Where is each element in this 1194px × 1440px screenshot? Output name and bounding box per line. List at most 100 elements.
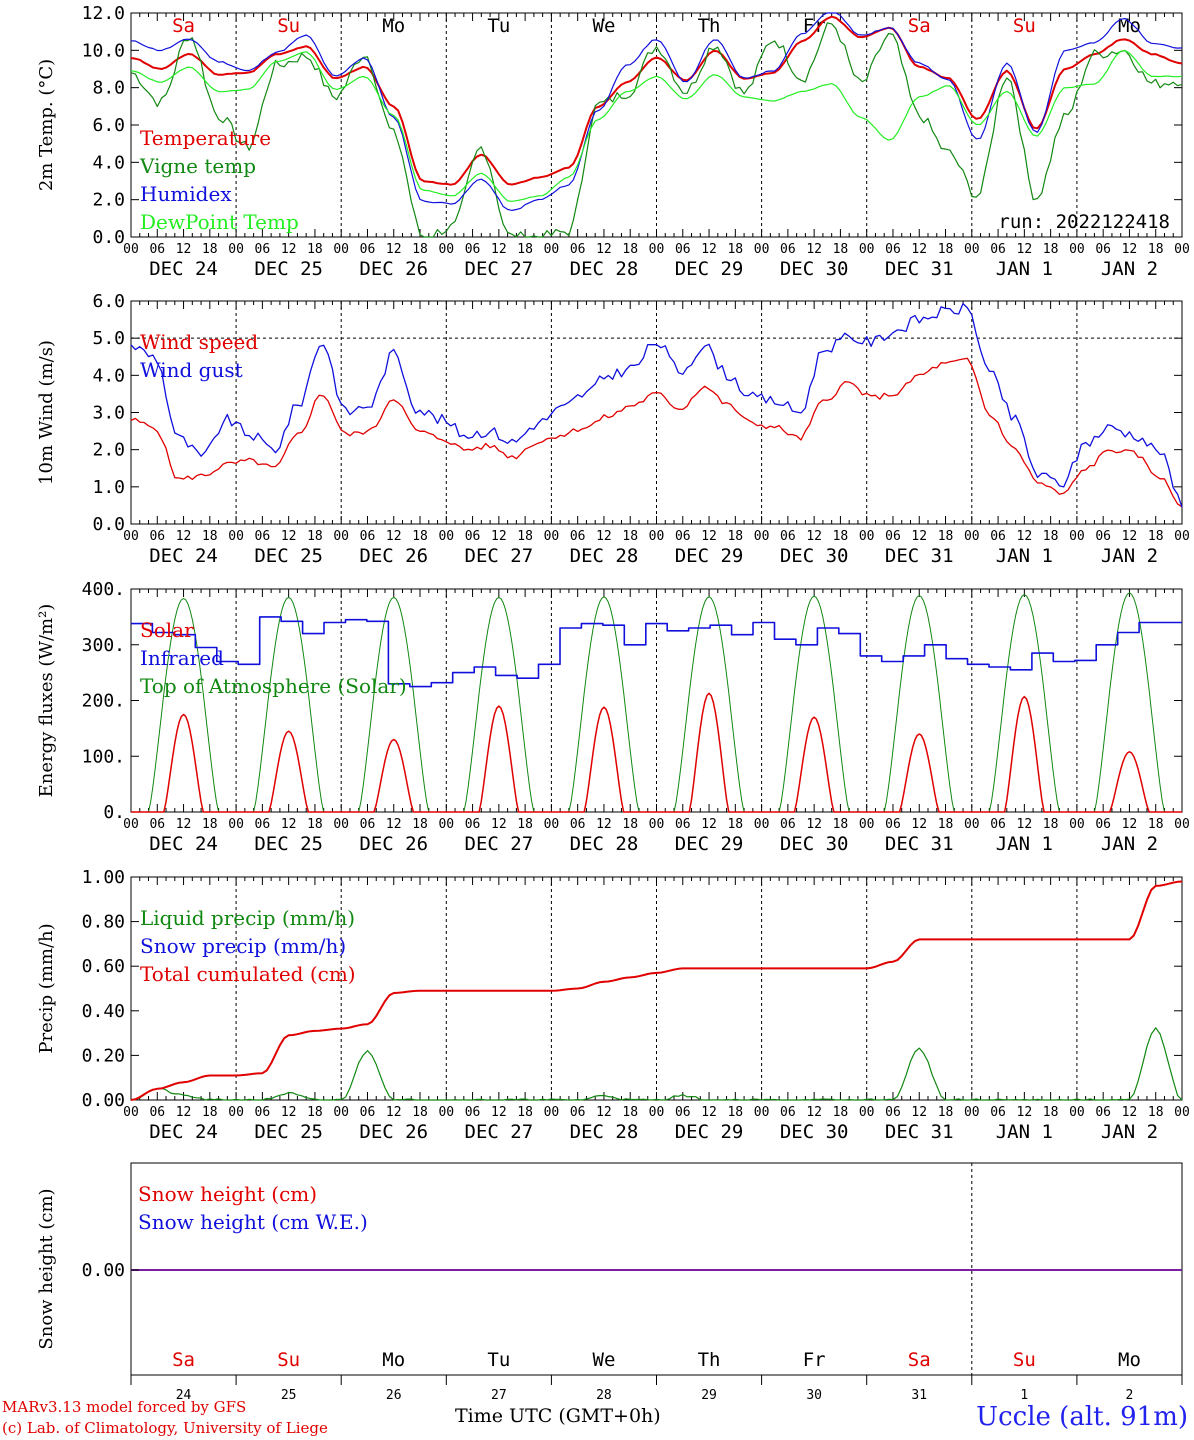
weekday-label: Th [698, 1349, 721, 1371]
weekday-label: Su [1013, 1349, 1036, 1371]
date-label: DEC 24 [149, 1121, 218, 1143]
y-axis-label: Energy fluxes (W/m²) [36, 604, 57, 798]
run-annotation: run: 2022122418 [998, 211, 1170, 233]
y-tick-label: 12.0 [82, 3, 125, 24]
hour-tick-label: 18 [622, 1105, 638, 1120]
hour-tick-label: 12 [1017, 1105, 1033, 1120]
weekday-label: Sa [172, 15, 195, 37]
time-axis-label: Time UTC (GMT+0h) [455, 1405, 661, 1427]
hour-tick-label: 12 [176, 529, 192, 544]
y-tick-label: 5.0 [92, 328, 125, 349]
y-tick-label: 4.0 [92, 152, 125, 173]
hour-tick-label: 06 [780, 242, 796, 257]
y-tick-label: 8.0 [92, 78, 125, 99]
hour-tick-label: 00 [1174, 529, 1190, 544]
hour-tick-label: 00 [544, 1105, 560, 1120]
hour-tick-label: 00 [1069, 529, 1085, 544]
date-label: DEC 30 [780, 545, 849, 567]
hour-tick-label: 06 [675, 817, 691, 832]
date-label: JAN 2 [1101, 258, 1158, 280]
hour-tick-label: 06 [465, 242, 481, 257]
weekday-label: Mo [382, 1349, 405, 1371]
date-label: DEC 24 [149, 545, 218, 567]
hour-tick-label: 00 [123, 242, 139, 257]
hour-tick-label: 00 [649, 1105, 665, 1120]
hour-tick-label: 00 [859, 817, 875, 832]
hour-tick-label: 12 [1017, 529, 1033, 544]
hour-tick-label: 12 [1122, 817, 1138, 832]
hour-tick-label: 00 [544, 242, 560, 257]
day-number-label: 28 [596, 1388, 612, 1403]
y-tick-label: 200. [82, 691, 125, 712]
lab-credit: (c) Lab. of Climatology, University of L… [2, 1419, 328, 1437]
day-number-label: 2 [1126, 1388, 1134, 1403]
hour-tick-label: 00 [438, 529, 454, 544]
y-tick-label: 0.60 [82, 956, 125, 977]
hour-tick-label: 06 [360, 1105, 376, 1120]
hour-tick-label: 18 [307, 529, 323, 544]
date-label: DEC 29 [675, 258, 744, 280]
date-label: DEC 25 [254, 1121, 323, 1143]
date-label: DEC 25 [254, 545, 323, 567]
wind-series-line [130, 357, 1183, 508]
date-label: DEC 29 [675, 545, 744, 567]
hour-tick-label: 18 [412, 1105, 428, 1120]
hour-tick-label: 00 [333, 1105, 349, 1120]
hour-tick-label: 18 [938, 242, 954, 257]
hour-tick-label: 06 [675, 242, 691, 257]
hour-tick-label: 18 [202, 1105, 218, 1120]
hour-tick-label: 12 [1122, 1105, 1138, 1120]
hour-tick-label: 12 [491, 242, 507, 257]
hour-tick-label: 06 [255, 817, 271, 832]
hour-tick-label: 18 [202, 242, 218, 257]
legend-entry: Solar [140, 618, 194, 642]
hour-tick-label: 06 [1095, 242, 1111, 257]
hour-tick-label: 12 [911, 242, 927, 257]
hour-tick-label: 00 [228, 1105, 244, 1120]
hour-tick-label: 00 [1174, 817, 1190, 832]
hour-tick-label: 18 [1148, 817, 1164, 832]
infrared-line [131, 616, 1182, 688]
date-label: DEC 27 [465, 258, 534, 280]
hour-tick-label: 06 [1095, 1105, 1111, 1120]
hour-tick-label: 18 [412, 242, 428, 257]
solar-line [131, 692, 1182, 813]
y-tick-label: 0.00 [82, 1090, 125, 1111]
hour-tick-label: 18 [412, 529, 428, 544]
legend-entry: Snow height (cm) [138, 1182, 317, 1206]
hour-tick-label: 00 [123, 529, 139, 544]
hour-tick-label: 00 [754, 817, 770, 832]
weekday-label: We [593, 1349, 616, 1371]
hour-tick-label: 00 [1174, 1105, 1190, 1120]
hour-tick-label: 00 [438, 817, 454, 832]
hour-tick-label: 06 [570, 529, 586, 544]
date-label: DEC 26 [359, 1121, 428, 1143]
hour-tick-label: 00 [333, 817, 349, 832]
weekday-label: Mo [1118, 15, 1141, 37]
hour-tick-label: 18 [517, 242, 533, 257]
weekday-label: Tu [487, 1349, 510, 1371]
hour-tick-label: 12 [596, 242, 612, 257]
hour-tick-label: 00 [228, 242, 244, 257]
hour-tick-label: 06 [255, 242, 271, 257]
cumulated-precip-line [130, 880, 1183, 1101]
hour-tick-label: 06 [990, 1105, 1006, 1120]
day-number-label: 26 [386, 1388, 402, 1403]
hour-tick-label: 12 [806, 529, 822, 544]
date-label: DEC 31 [885, 1121, 954, 1143]
y-tick-label: 300. [82, 635, 125, 656]
hour-tick-label: 18 [517, 529, 533, 544]
y-tick-label: 400. [82, 579, 125, 600]
hour-tick-label: 18 [727, 242, 743, 257]
y-tick-label: 1.0 [92, 477, 125, 498]
hour-tick-label: 06 [149, 242, 165, 257]
y-tick-label: 1.00 [82, 867, 125, 888]
weekday-label: Fr [803, 15, 826, 37]
hour-tick-label: 12 [281, 817, 297, 832]
hour-tick-label: 00 [649, 817, 665, 832]
y-axis-label: 10m Wind (m/s) [36, 340, 57, 485]
hour-tick-label: 18 [1148, 1105, 1164, 1120]
hour-tick-label: 00 [964, 529, 980, 544]
y-tick-label: 6.0 [92, 291, 125, 312]
